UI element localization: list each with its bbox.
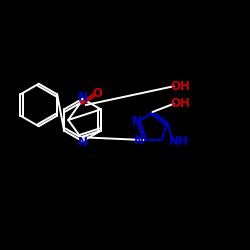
Text: N: N (78, 91, 88, 104)
Text: OH: OH (170, 80, 190, 93)
Text: N: N (134, 134, 144, 146)
Text: NH: NH (169, 135, 189, 148)
Text: N: N (132, 115, 141, 128)
Text: N: N (78, 136, 88, 149)
Text: O: O (92, 87, 102, 100)
Text: OH: OH (170, 97, 190, 110)
